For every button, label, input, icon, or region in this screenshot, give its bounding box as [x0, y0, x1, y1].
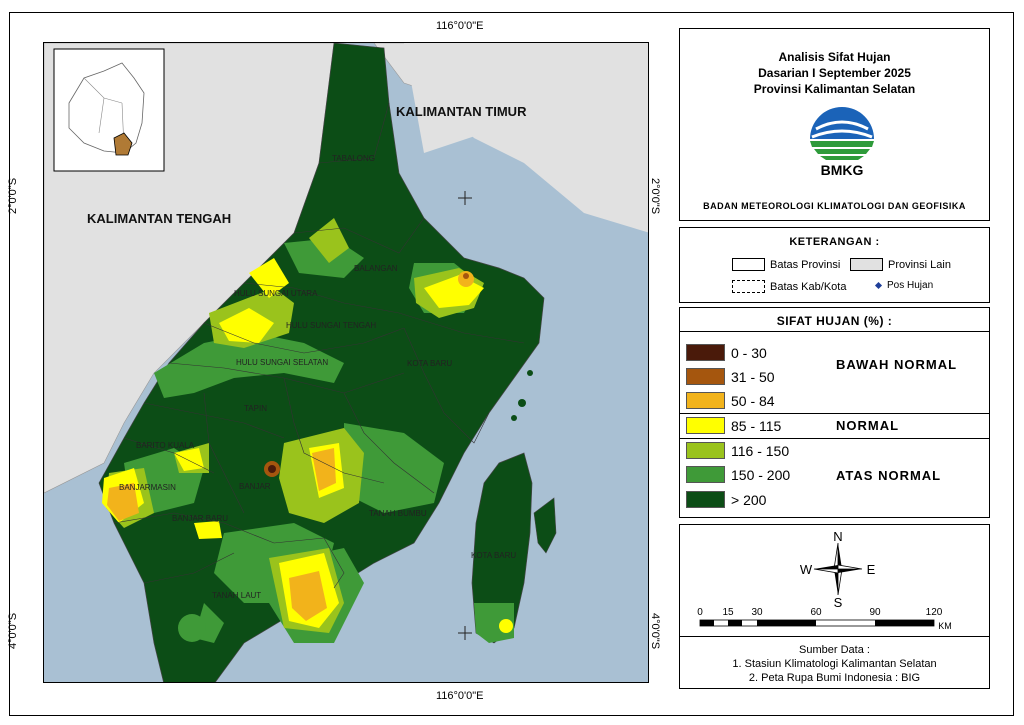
scale-tick-15: 15 [722, 607, 734, 618]
source-heading: Sumber Data : [799, 644, 870, 656]
symbol-provinsi-lain: Provinsi Lain [850, 258, 951, 271]
legend-label-6: > 200 [731, 491, 767, 508]
bmkg-logo: BMKG [806, 103, 878, 182]
legend-class-2: 50 - 84 [686, 390, 775, 411]
label-kalimantan-tengah: KALIMANTAN TENGAH [87, 211, 231, 226]
swatch-6 [686, 491, 725, 508]
label-hulu-sungai-tengah: HULU SUNGAI TENGAH [286, 321, 376, 330]
batas-provinsi-label: Batas Provinsi [770, 258, 841, 271]
left-latitude-top-label: 2°0'0"S [7, 177, 20, 215]
batas-kab-label: Batas Kab/Kota [770, 280, 847, 293]
swatch-4 [686, 442, 725, 459]
legend-divider-mid1 [680, 413, 989, 414]
pos-hujan-icon [874, 281, 883, 290]
right-latitude-bottom-label: 4°0'0"S [649, 612, 662, 650]
batas-kab-swatch [732, 280, 765, 293]
label-tabalong: TABALONG [332, 154, 375, 163]
legend-heading: SIFAT HUJAN (%) : [776, 314, 893, 328]
scale-tick-90: 90 [869, 607, 881, 618]
compass-s: S [834, 595, 843, 609]
legend-label-3: 85 - 115 [731, 417, 782, 434]
category-atas-normal: ATAS NORMAL [836, 468, 942, 483]
label-hulu-sungai-utara: HULU SUNGAI UTARA [234, 289, 318, 298]
category-bawah-normal: BAWAH NORMAL [836, 357, 958, 372]
legend-class-6: > 200 [686, 489, 766, 510]
left-latitude-bottom-label: 4°0'0"S [7, 612, 20, 650]
symbol-pos-hujan: Pos Hujan [874, 280, 934, 291]
source-divider [680, 636, 989, 637]
provinsi-lain-swatch [850, 258, 883, 271]
legend-class-0: 0 - 30 [686, 342, 767, 363]
rainfall-map: TABALONG BALANGAN HULU SUNGAI UTARA HULU… [44, 43, 648, 682]
keterangan-panel: KETERANGAN : Batas Provinsi Provinsi Lai… [679, 227, 990, 303]
keterangan-heading: KETERANGAN : [789, 236, 880, 248]
pos-hujan-label: Pos Hujan [887, 280, 934, 291]
legend-label-2: 50 - 84 [731, 392, 775, 409]
district-labels: TABALONG BALANGAN HULU SUNGAI UTARA HULU… [119, 154, 516, 600]
label-tapin: TAPIN [244, 404, 267, 413]
legend-class-4: 116 - 150 [686, 440, 789, 461]
title-line-3: Provinsi Kalimantan Selatan [753, 82, 916, 96]
scale-tick-120: 120 [926, 607, 943, 618]
label-kota-baru-north: KOTA BARU [407, 359, 452, 368]
scale-tick-30: 30 [751, 607, 763, 618]
bmkg-logo-text: BMKG [821, 162, 864, 177]
north-arrow: N S E W [798, 529, 878, 610]
label-kalimantan-timur: KALIMANTAN TIMUR [396, 104, 527, 119]
legend-label-0: 0 - 30 [731, 344, 767, 361]
label-banjar-baru: BANJAR BARU [172, 514, 228, 523]
label-banjar: BANJAR [239, 482, 271, 491]
legend-label-1: 31 - 50 [731, 368, 775, 385]
legend-divider-mid2 [680, 438, 989, 439]
swatch-0 [686, 344, 725, 361]
legend-label-4: 116 - 150 [731, 442, 790, 459]
swatch-1 [686, 368, 725, 385]
scale-bar: 0 15 30 60 90 120 KM [680, 605, 991, 635]
label-banjarmasin: BANJARMASIN [119, 483, 176, 492]
title-panel: Analisis Sifat Hujan Dasarian I Septembe… [679, 28, 990, 221]
source-block: Sumber Data : 1. Stasiun Klimatologi Kal… [680, 643, 989, 685]
map-area[interactable]: TABALONG BALANGAN HULU SUNGAI UTARA HULU… [43, 42, 649, 683]
batas-provinsi-swatch [732, 258, 765, 271]
agency-name: BADAN METEOROLOGI KLIMATOLOGI DAN GEOFIS… [703, 201, 966, 211]
scale-tick-60: 60 [810, 607, 822, 618]
symbol-batas-kab: Batas Kab/Kota [732, 280, 846, 293]
label-hulu-sungai-selatan: HULU SUNGAI SELATAN [236, 358, 328, 367]
top-longitude-label: 116°0'0"E [436, 20, 484, 32]
compass-w: W [800, 562, 813, 577]
map-frame [9, 12, 1014, 716]
swatch-3 [686, 417, 725, 434]
swatch-2 [686, 392, 725, 409]
title-line-1: Analisis Sifat Hujan [778, 50, 891, 64]
legend-divider-top [680, 331, 989, 332]
category-normal: NORMAL [836, 418, 900, 433]
scale-tick-0: 0 [697, 607, 703, 618]
source-line-1: 1. Stasiun Klimatologi Kalimantan Selata… [732, 658, 937, 670]
compass-n: N [833, 529, 842, 544]
title-line-2: Dasarian I September 2025 [758, 66, 911, 80]
legend-class-3: 85 - 115 [686, 415, 781, 436]
label-tanah-bumbu: TANAH BUMBU [369, 509, 427, 518]
compass-rose-icon: N S E W [800, 529, 876, 610]
label-barito-kuala: BARITO KUALA [136, 441, 195, 450]
right-latitude-top-label: 2°0'0"S [649, 177, 662, 215]
legend-class-5: 150 - 200 [686, 464, 790, 485]
inset-locator-map [53, 48, 165, 172]
scale-unit: KM [938, 621, 952, 631]
compass-e: E [867, 562, 876, 577]
symbol-batas-provinsi: Batas Provinsi [732, 258, 840, 271]
provinsi-lain-label: Provinsi Lain [888, 258, 951, 271]
bottom-longitude-label: 116°0'0"E [436, 690, 484, 702]
source-line-2: 2. Peta Rupa Bumi Indonesia : BIG [748, 672, 921, 684]
label-balangan: BALANGAN [354, 264, 398, 273]
legend-panel: SIFAT HUJAN (%) : 0 - 30 31 - 50 50 - 84… [679, 307, 990, 518]
swatch-5 [686, 466, 725, 483]
label-kota-baru-south: KOTA BARU [471, 551, 516, 560]
legend-class-1: 31 - 50 [686, 366, 775, 387]
compass-scale-panel: N S E W 0 15 30 60 90 120 KM Sumber Data… [679, 524, 990, 689]
label-tanah-laut: TANAH LAUT [212, 591, 261, 600]
legend-label-5: 150 - 200 [731, 466, 791, 483]
